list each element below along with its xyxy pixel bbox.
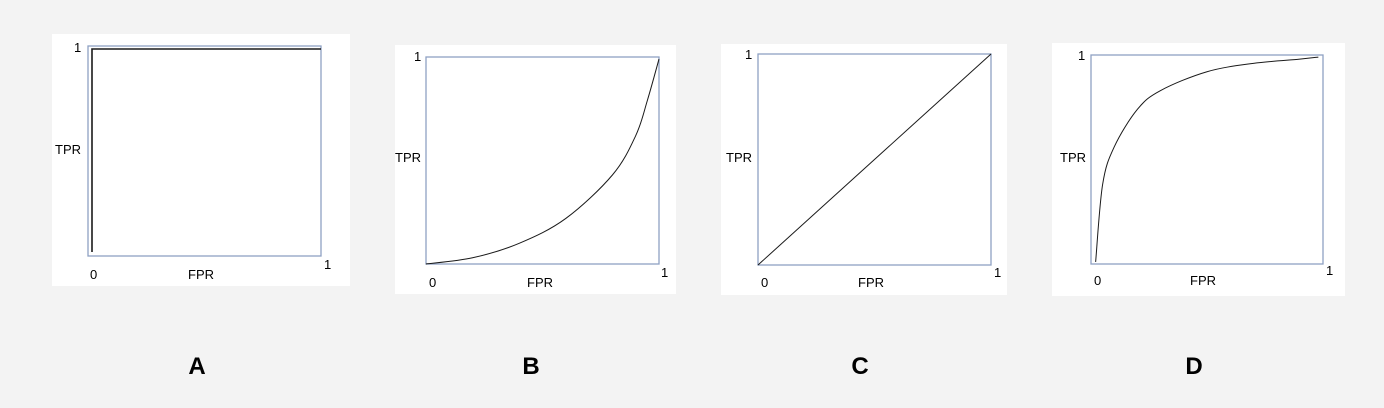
x-axis-label-a: FPR <box>188 267 214 282</box>
roc-curve-b <box>425 58 660 265</box>
y-axis-label-d: TPR <box>1060 150 1086 165</box>
roc-plot-c <box>757 53 992 266</box>
x-axis-label-c: FPR <box>858 275 884 290</box>
plot-frame-c <box>757 53 992 266</box>
panel-label-a: A <box>188 353 206 380</box>
y-max-label-d: 1 <box>1078 48 1086 63</box>
roc-plot-a <box>87 45 322 257</box>
panel-label-d: D <box>1185 353 1203 380</box>
y-axis-label-a: TPR <box>55 142 81 157</box>
roc-panel-c: 1 TPR 0 FPR 1 <box>721 44 1007 295</box>
x-min-label-b: 0 <box>429 275 437 290</box>
x-axis-label-b: FPR <box>527 275 553 290</box>
x-min-label-c: 0 <box>761 275 769 290</box>
roc-curve-a <box>91 48 321 252</box>
plot-frame-b <box>425 56 660 265</box>
y-max-label-b: 1 <box>414 49 422 64</box>
x-max-label-b: 1 <box>661 265 669 280</box>
roc-curve-c <box>757 53 992 266</box>
y-max-label-c: 1 <box>745 47 753 62</box>
roc-plot-b <box>425 56 660 265</box>
x-min-label-d: 0 <box>1094 273 1102 288</box>
roc-curve-d <box>1095 56 1319 262</box>
panel-label-c: C <box>851 353 869 380</box>
roc-panel-d: 1 TPR 0 FPR 1 <box>1052 43 1345 296</box>
roc-panel-a: 1 TPR 0 FPR 1 <box>52 34 350 286</box>
y-max-label-a: 1 <box>74 40 82 55</box>
x-axis-label-d: FPR <box>1190 273 1216 288</box>
x-min-label-a: 0 <box>90 267 98 282</box>
roc-panel-b: 1 TPR 0 FPR 1 <box>395 45 676 294</box>
x-max-label-d: 1 <box>1326 263 1334 278</box>
roc-plot-d <box>1090 54 1324 265</box>
y-axis-label-c: TPR <box>726 150 752 165</box>
plot-frame-a <box>87 45 322 257</box>
x-max-label-c: 1 <box>994 265 1002 280</box>
panel-label-b: B <box>522 353 540 380</box>
y-axis-label-b: TPR <box>395 150 421 165</box>
plot-frame-d <box>1090 54 1324 265</box>
x-max-label-a: 1 <box>324 257 332 272</box>
